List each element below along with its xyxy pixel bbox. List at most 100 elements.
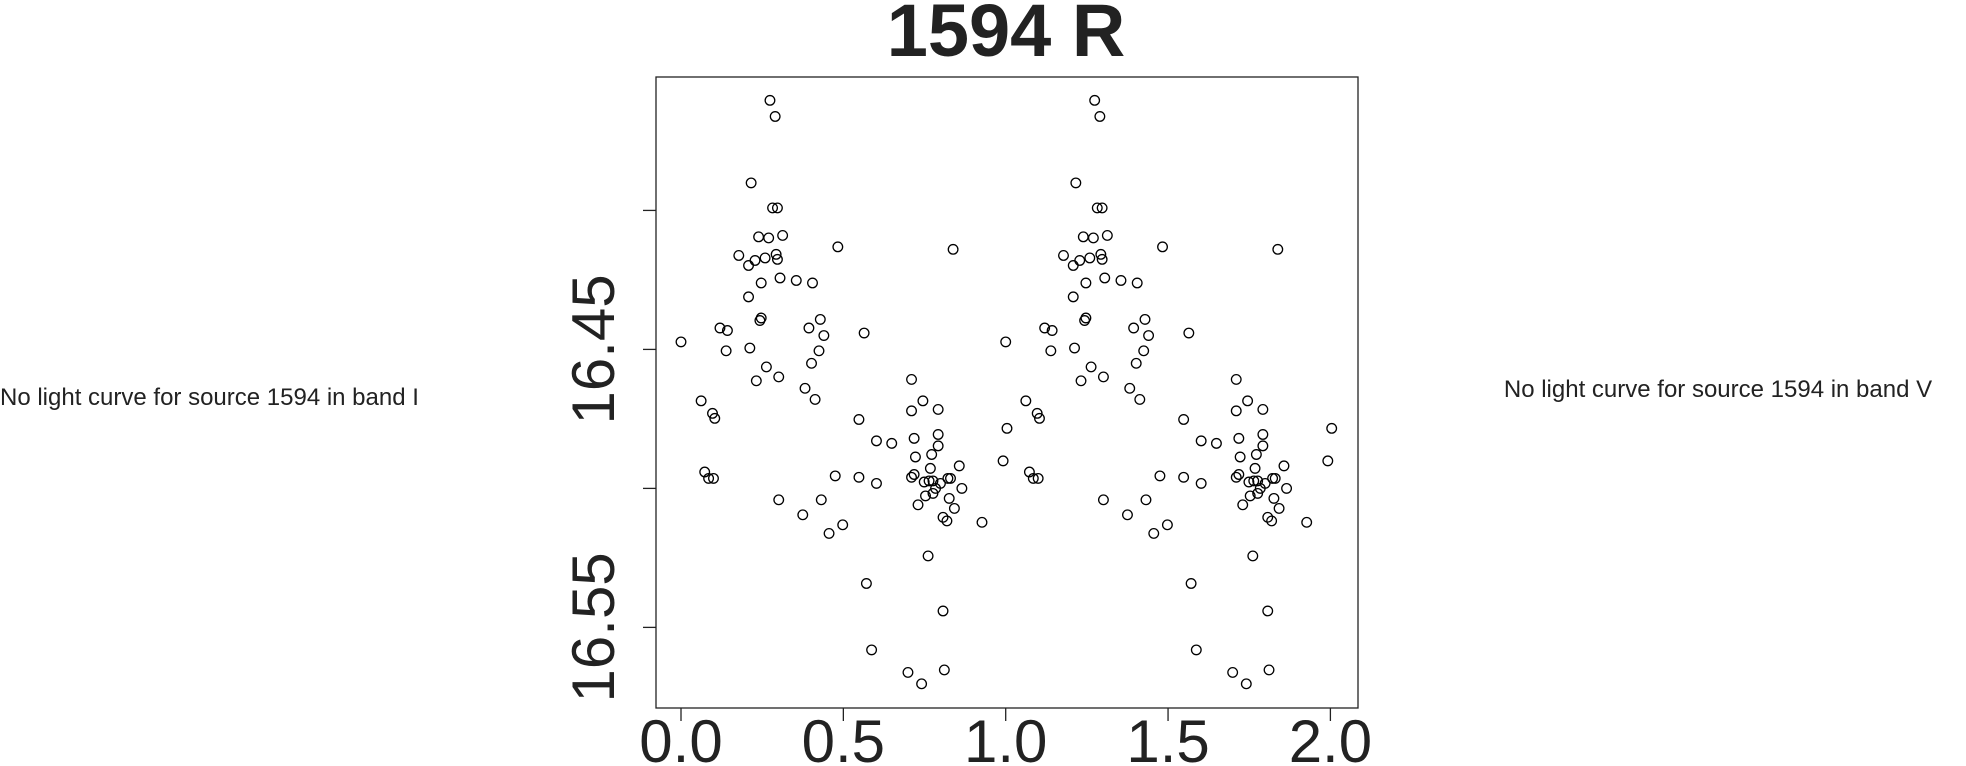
point [926,449,938,460]
annotation: No light curve for source 1594 in band V [1504,376,1932,403]
point [770,248,782,260]
point [1097,371,1109,383]
point [1080,312,1092,324]
point [1101,229,1113,241]
point [1089,94,1101,106]
point [773,371,785,383]
point [769,111,781,122]
point [1326,422,1338,434]
point [1262,605,1274,617]
point [908,469,920,480]
point [1257,404,1269,415]
point [1045,345,1057,357]
point [1084,252,1096,264]
point [924,462,936,474]
point [1134,393,1146,405]
point [745,177,757,189]
point [1242,395,1254,407]
point [755,277,767,289]
point [1252,487,1264,499]
point [1269,472,1281,484]
point [814,313,826,325]
point [743,260,754,271]
point [1157,241,1168,253]
point [886,437,898,449]
point [1096,202,1108,214]
point [750,375,762,387]
point [1257,429,1269,440]
point [1178,471,1190,483]
point [948,502,960,514]
point [1247,550,1259,562]
point [763,232,775,244]
point [1230,373,1242,385]
point [937,511,949,523]
point [1099,272,1111,284]
point [1091,202,1103,214]
point [1067,260,1079,271]
point [767,202,779,214]
point [744,342,756,354]
point [1094,111,1106,122]
point [1000,336,1012,348]
point [1074,255,1086,266]
point [721,325,733,336]
point [777,229,789,241]
point [922,550,934,562]
point [714,322,726,334]
point [1267,472,1279,484]
point [1138,345,1150,357]
point [1087,232,1099,244]
point [1085,361,1097,373]
point [1301,516,1313,528]
point [953,460,965,472]
point [917,395,929,407]
point [1046,325,1058,336]
point [920,490,931,502]
point [771,253,783,265]
point [774,272,786,284]
point [1268,492,1280,504]
point [1195,435,1207,447]
point [871,477,882,489]
point [797,509,809,521]
point [1131,277,1143,289]
plot-frame [655,76,1359,709]
point [813,345,825,357]
point [1075,375,1087,387]
point [1130,357,1142,369]
point [1234,451,1246,463]
point [1148,527,1160,539]
point [1096,253,1108,265]
point [1250,449,1262,460]
point [1124,382,1136,394]
point [1070,177,1082,189]
point [976,516,988,528]
point [743,291,754,303]
point [708,472,719,484]
point [1069,342,1080,354]
point [675,336,687,348]
point [866,644,878,656]
point [755,312,767,324]
point [932,404,944,415]
point [909,451,921,463]
point [956,482,968,494]
point [806,357,817,369]
point [1266,515,1278,527]
point [823,527,835,539]
point [906,405,917,417]
point [1243,476,1255,488]
point [1032,472,1044,484]
y-tick-label: 16.45 [560,274,627,424]
point [1027,472,1039,484]
point [1230,405,1242,417]
point [695,395,707,407]
point [902,666,914,678]
point [918,476,930,488]
point [1322,455,1334,467]
point [1077,231,1089,243]
point [1272,243,1284,255]
point [943,492,955,504]
